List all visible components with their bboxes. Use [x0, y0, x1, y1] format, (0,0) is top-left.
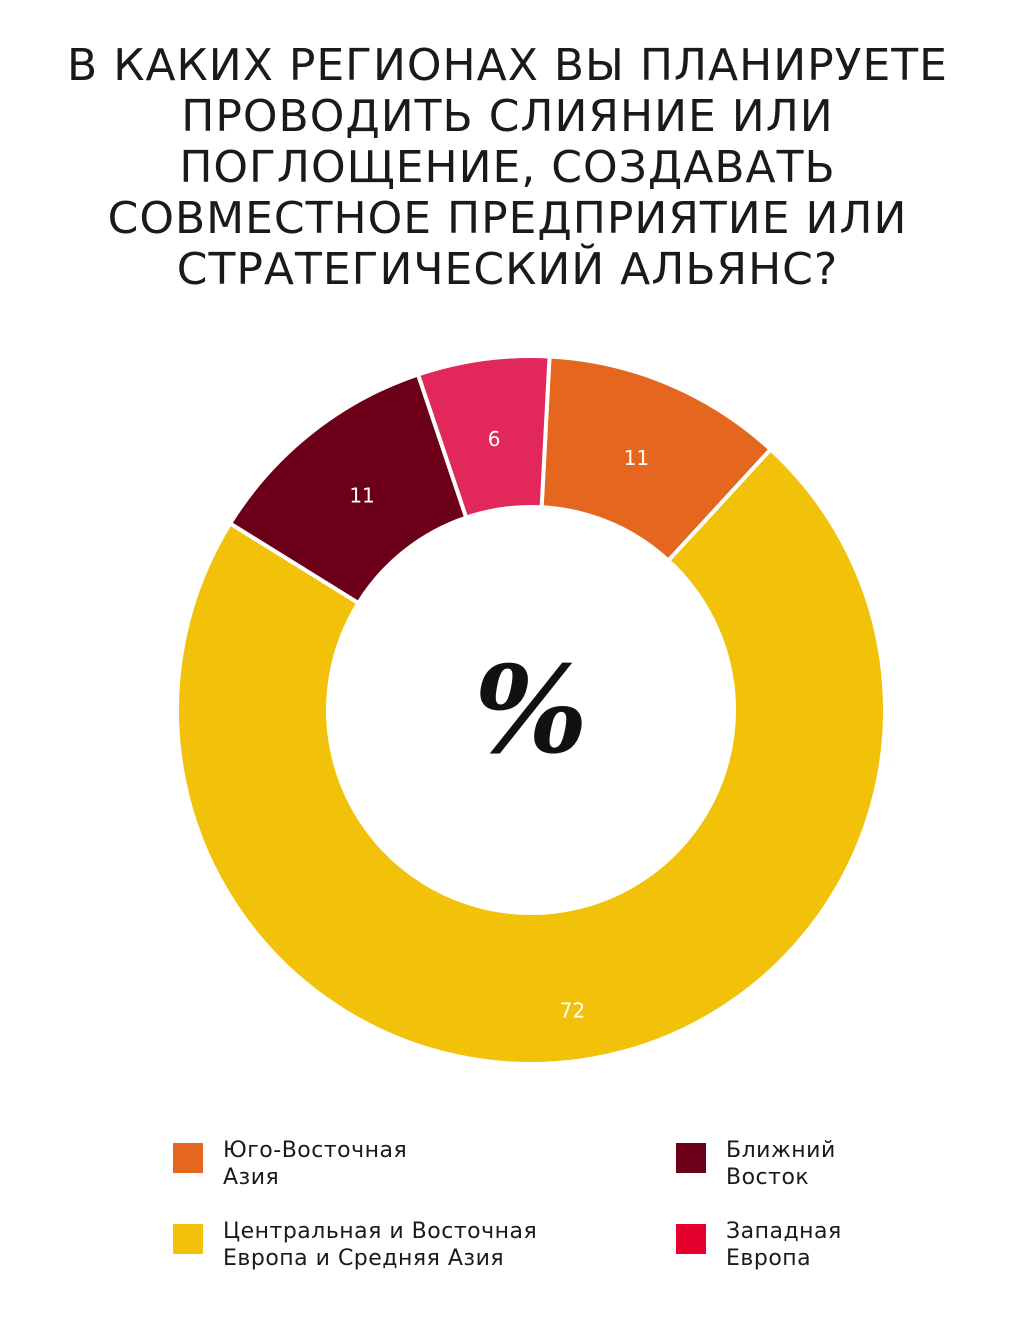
- legend-swatch: [676, 1224, 706, 1254]
- center-percent-symbol: %: [474, 640, 588, 781]
- slice-value-label: 6: [488, 427, 501, 451]
- legend-label: Центральная и Восточная: [223, 1219, 538, 1244]
- donut-slices: [175, 354, 887, 1066]
- title-line: совместное предприятие или: [107, 193, 908, 244]
- slice-labels: 11 72 11 6: [349, 427, 649, 1023]
- slice-value-label: 11: [624, 446, 649, 470]
- title-line: стратегический альянс?: [176, 244, 839, 295]
- legend-item-central-eastern-europe: Центральная и Восточная Европа и Средняя…: [173, 1218, 537, 1272]
- legend-label: Европа: [726, 1246, 812, 1271]
- title-line: поглощение, создавать: [179, 142, 836, 193]
- legend-label: Азия: [223, 1165, 280, 1190]
- legend-item-southeast-asia: Юго-Восточная Азия: [173, 1137, 407, 1191]
- legend-swatch: [676, 1143, 706, 1173]
- slice-value-label: 72: [560, 999, 585, 1023]
- legend-label: Западная: [726, 1219, 842, 1244]
- legend-swatch: [173, 1143, 203, 1173]
- legend-label: Юго-Восточная: [223, 1138, 408, 1163]
- legend-item-middle-east: Ближний Восток: [676, 1137, 836, 1191]
- donut-slice: [416, 354, 552, 520]
- legend-label: Ближний: [726, 1138, 836, 1163]
- legend-label: Европа и Средняя Азия: [223, 1246, 505, 1271]
- slice-value-label: 11: [349, 483, 374, 507]
- chart-title: В каких регионах вы планируете проводить…: [20, 40, 995, 295]
- legend-item-western-europe: Западная Европа: [676, 1218, 842, 1272]
- legend-label: Восток: [726, 1165, 810, 1190]
- title-line: В каких регионах вы планируете: [67, 40, 948, 91]
- title-line: проводить слияние или: [181, 91, 834, 142]
- legend-swatch: [173, 1224, 203, 1254]
- donut-slice: [175, 447, 887, 1066]
